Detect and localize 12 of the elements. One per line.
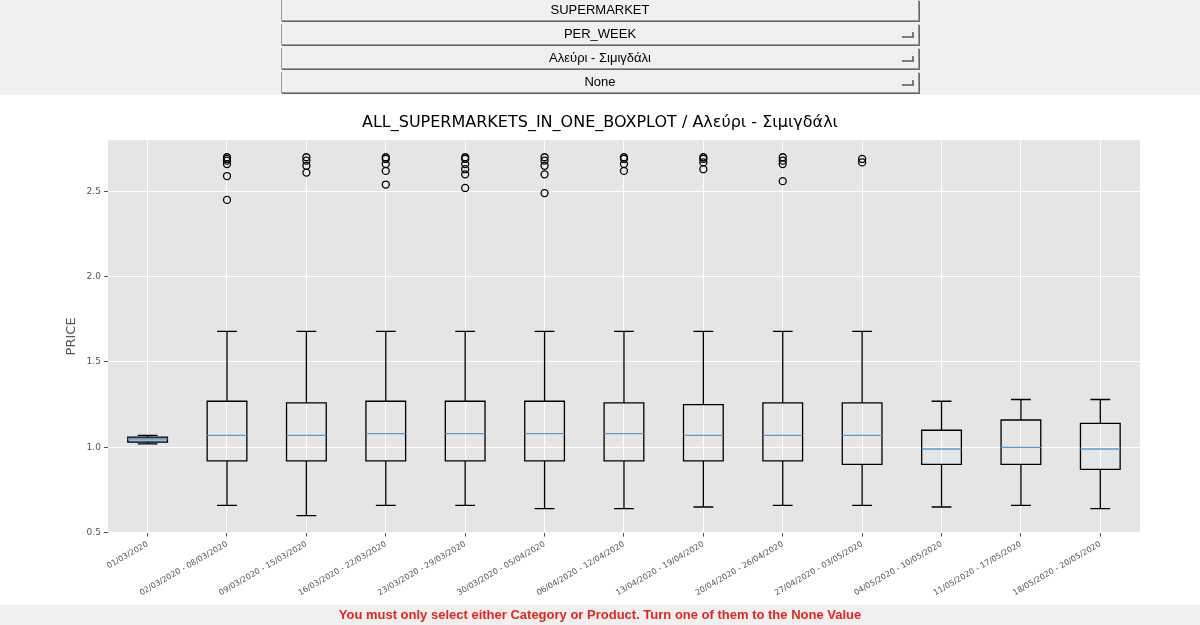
- y-tick-label: 2.5: [86, 185, 101, 196]
- y-axis-title: PRICE: [63, 317, 79, 356]
- text: None: [584, 74, 616, 89]
- text: You must only select either Category or Product. Turn one of them to the None Value: [0, 605, 1200, 625]
- text: Αλεύρι - Σιμιγδάλι: [549, 50, 651, 65]
- y-tick-label: 0.5: [86, 526, 101, 537]
- y-tick-label: 1.5: [86, 356, 101, 367]
- y-tick-label: 1.0: [86, 441, 102, 452]
- y-tick-label: 2.0: [86, 271, 102, 282]
- text: SUPERMARKET: [550, 2, 650, 17]
- text: PER_WEEK: [563, 26, 637, 41]
- chart-title: ALL_SUPERMARKETS_IN_ONE_BOXPLOT / Αλεύρι - Σιμιγδάλι: [361, 111, 839, 132]
